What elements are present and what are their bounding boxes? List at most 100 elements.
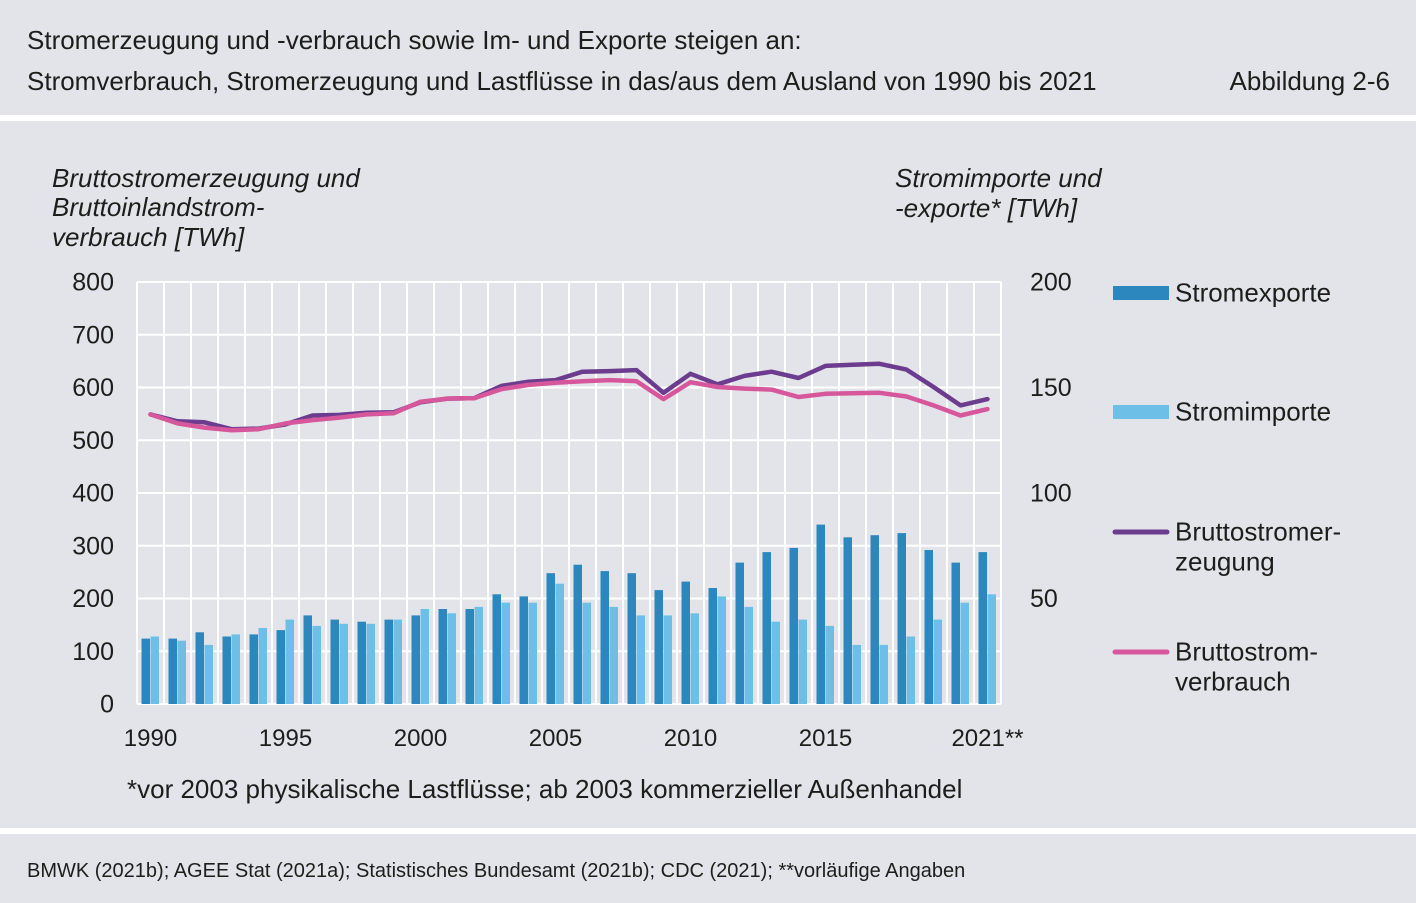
y-tick-label: 600	[72, 374, 114, 402]
y-tick-label: 700	[72, 321, 114, 349]
legend-label-bruttostromerzeugung: zeugung	[1175, 547, 1275, 577]
bar-stromimporte-2016	[852, 644, 861, 704]
bar-stromexporte-2006	[573, 564, 582, 704]
bar-stromimporte-2005	[555, 583, 564, 704]
bar-stromimporte-1992	[204, 644, 213, 704]
bar-stromimporte-2021	[987, 594, 996, 704]
left-axis-title-line: Bruttostromerzeugung und	[52, 163, 361, 193]
left-axis-title: Bruttostromerzeugung und Bruttoinlandstr…	[52, 163, 361, 252]
legend: Stromexporte Stromimporte Bruttostromer-ze…	[1112, 278, 1341, 697]
y2-tick-label: 100	[1030, 480, 1072, 508]
bar-stromexporte-1991	[168, 638, 177, 704]
left-axis-title-line: Bruttoinlandstrom-	[52, 192, 265, 222]
bar-stromexporte-2016	[843, 537, 852, 704]
bar-stromexporte-2012	[735, 562, 744, 704]
x-tick-label: 2005	[529, 725, 582, 752]
bar-stromimporte-2012	[744, 606, 753, 704]
x-tick-label: 2010	[664, 725, 717, 752]
x-tick-label: 2015	[799, 725, 852, 752]
bar-stromexporte-2013	[762, 552, 771, 704]
bar-stromexporte-2019	[924, 550, 933, 704]
bar-stromimporte-2007	[609, 606, 618, 704]
bar-stromexporte-2004	[519, 596, 528, 704]
bar-stromexporte-2020	[951, 562, 960, 704]
x-tick-label: 2000	[394, 725, 447, 752]
bar-stromimporte-2010	[690, 613, 699, 704]
bar-stromimporte-1998	[366, 623, 375, 704]
bar-stromimporte-2020	[960, 602, 969, 704]
y-tick-label: 200	[72, 585, 114, 613]
right-axis-title-line: -exporte* [TWh]	[895, 193, 1078, 223]
y2-tick-label: 150	[1030, 374, 1072, 402]
bar-stromexporte-2001	[438, 609, 447, 704]
chart-panel: 0 100 200 300 400 500 600 700 800 50 100 150 200 19…	[0, 121, 1416, 828]
bar-stromexporte-1998	[357, 621, 366, 704]
left-axis-ticks: 0 100 200 300 400 500 600 700 800	[72, 269, 114, 719]
bar-stromimporte-2004	[528, 602, 537, 704]
bar-stromexporte-2007	[600, 571, 609, 704]
bar-stromimporte-2014	[798, 619, 807, 704]
bar-stromexporte-2000	[411, 615, 420, 704]
bar-stromimporte-2006	[582, 602, 591, 704]
y-tick-label: 500	[72, 427, 114, 455]
bar-stromimporte-2008	[636, 615, 645, 704]
bar-stromexporte-2005	[546, 573, 555, 704]
legend-label-bruttostromverbrauch: Bruttostrom-	[1175, 637, 1318, 667]
bar-stromimporte-2013	[771, 621, 780, 704]
legend-label-bruttostromverbrauch: verbrauch	[1175, 667, 1291, 697]
chart-title: Stromerzeugung und -verbrauch sowie Im- …	[27, 25, 802, 55]
bar-stromimporte-1991	[177, 640, 186, 704]
legend-label-bruttostromerzeugung: Bruttostromer-	[1175, 517, 1341, 547]
bar-stromexporte-2008	[627, 573, 636, 704]
chart-subtitle: Stromverbrauch, Stromerzeugung und Lastf…	[27, 66, 1097, 96]
bar-stromimporte-2017	[879, 644, 888, 704]
bar-stromexporte-2009	[654, 590, 663, 704]
bar-stromexporte-1994	[249, 634, 258, 704]
left-axis-title-line: verbrauch [TWh]	[52, 222, 245, 252]
legend-label-stromexporte: Stromexporte	[1175, 278, 1331, 308]
y-tick-label: 100	[72, 638, 114, 666]
bar-stromexporte-1999	[384, 619, 393, 704]
bar-stromexporte-2002	[465, 609, 474, 704]
bar-stromexporte-2014	[789, 547, 798, 704]
x-tick-label: 2021**	[951, 725, 1023, 752]
bar-stromexporte-2021	[978, 552, 987, 704]
bar-stromimporte-2002	[474, 606, 483, 704]
bar-stromexporte-2018	[897, 533, 906, 704]
y2-tick-label: 50	[1030, 585, 1058, 613]
bar-stromexporte-2010	[681, 581, 690, 704]
bar-stromexporte-1995	[276, 630, 285, 704]
footer-band: BMWK (2021b); AGEE Stat (2021a); Statist…	[0, 834, 1416, 903]
x-tick-label: 1990	[124, 725, 177, 752]
footnote: *vor 2003 physikalische Lastflüsse; ab 2…	[127, 774, 962, 804]
bar-stromimporte-2019	[933, 619, 942, 704]
bar-stromimporte-2000	[420, 609, 429, 704]
x-tick-label: 1995	[259, 725, 312, 752]
bar-stromimporte-2003	[501, 602, 510, 704]
bar-stromimporte-2015	[825, 625, 834, 704]
bar-stromimporte-2011	[717, 596, 726, 704]
line-bruttostromverbrauch	[148, 377, 990, 433]
y-tick-label: 800	[72, 269, 114, 297]
bar-stromexporte-1992	[195, 632, 204, 704]
right-axis-ticks: 50 100 150 200	[1030, 269, 1072, 614]
y-tick-label: 400	[72, 480, 114, 508]
y-tick-label: 0	[100, 691, 114, 719]
bar-stromimporte-2009	[663, 615, 672, 704]
x-axis-ticks: 1990 1995 2000 2005 2010 2015 2021**	[124, 725, 1024, 752]
bar-stromexporte-2011	[708, 588, 717, 704]
bar-stromexporte-1993	[222, 636, 231, 704]
chart: 0 100 200 300 400 500 600 700 800 50 100 150 200 19…	[52, 163, 1341, 804]
bar-stromimporte-1990	[150, 636, 159, 704]
grid	[136, 281, 1002, 705]
bar-stromexporte-1996	[303, 615, 312, 704]
bar-stromimporte-1993	[231, 634, 240, 704]
legend-label-stromimporte: Stromimporte	[1175, 397, 1331, 427]
bar-stromimporte-1995	[285, 619, 294, 704]
series-lines	[148, 361, 990, 433]
bar-stromimporte-2018	[906, 636, 915, 704]
source-note: BMWK (2021b); AGEE Stat (2021a); Statist…	[27, 860, 966, 882]
bar-stromimporte-1994	[258, 628, 267, 704]
bar-stromexporte-2003	[492, 594, 501, 704]
bar-stromimporte-1997	[339, 623, 348, 704]
